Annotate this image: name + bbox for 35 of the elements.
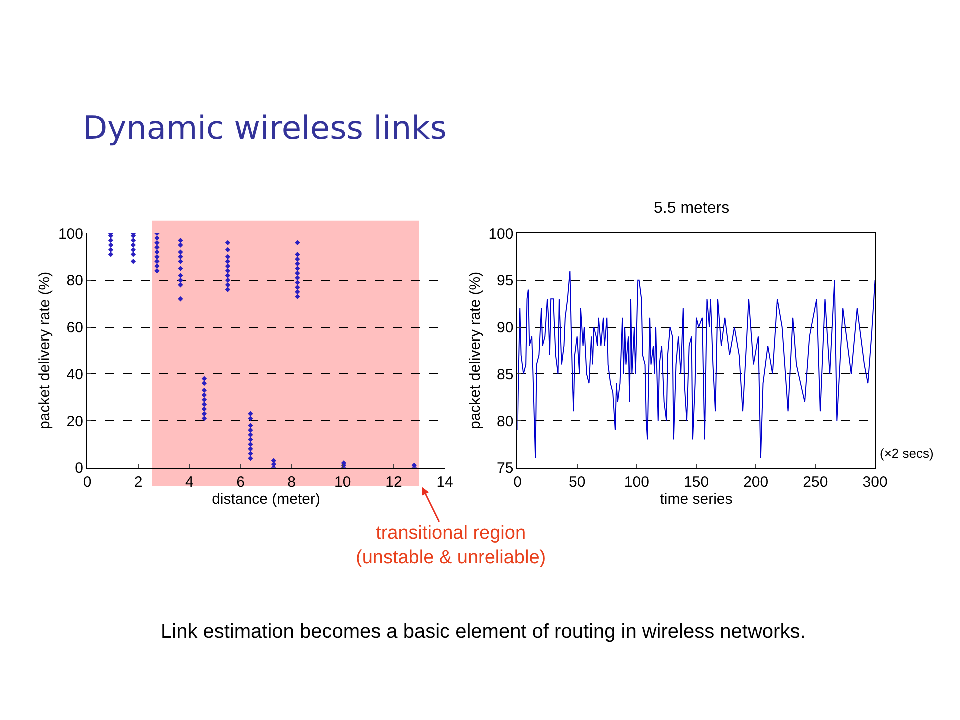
y-tick-label: 95 (497, 272, 514, 290)
y-tick-label: 80 (66, 272, 84, 290)
y-tick-label: 100 (58, 226, 84, 243)
x-tick-label: 2 (134, 474, 143, 491)
x-tick-label: 8 (288, 474, 296, 491)
y-tick-label: 90 (497, 320, 514, 337)
x-axis-title: time series (660, 490, 733, 508)
text: transitional region (unstable & unreliable) (356, 523, 546, 569)
chart-title: Dynamic wireless links (83, 109, 447, 148)
x-tick-label: 10 (334, 474, 352, 491)
text: (×2 secs) (880, 446, 934, 461)
x-axis-title: distance (meter) (212, 490, 320, 508)
x-tick-label: 200 (744, 474, 769, 491)
x-tick-label: 14 (436, 474, 454, 491)
chart-title: 5.5 meters (654, 200, 730, 217)
x-tick-label: 12 (386, 474, 402, 491)
x-tick-label: 100 (624, 474, 650, 491)
x-tick-label: 150 (684, 474, 710, 491)
y-tick-label: 85 (497, 366, 514, 384)
y-tick-label: 75 (497, 460, 514, 478)
line-series (518, 270, 876, 460)
y-tick-label: 60 (66, 320, 84, 337)
x-tick-label: 4 (185, 474, 194, 491)
y-tick-label: 0 (75, 460, 84, 478)
text: Link estimation becomes a basic element of routing in wireless networks. (161, 621, 806, 643)
x-tick-label: 300 (862, 474, 888, 491)
x-tick-label: 6 (236, 474, 245, 491)
y-tick-label: 20 (66, 413, 84, 430)
x-tick-label: 50 (568, 474, 586, 491)
y-tick-label: 40 (66, 366, 84, 384)
y-axis-title: packet delivery rate (%) (466, 272, 484, 430)
y-tick-label: 80 (497, 413, 514, 430)
x-tick-label: 250 (803, 474, 828, 491)
y-tick-label: 100 (488, 226, 514, 243)
y-axis-title: packet delivery rate (%) (36, 272, 54, 430)
